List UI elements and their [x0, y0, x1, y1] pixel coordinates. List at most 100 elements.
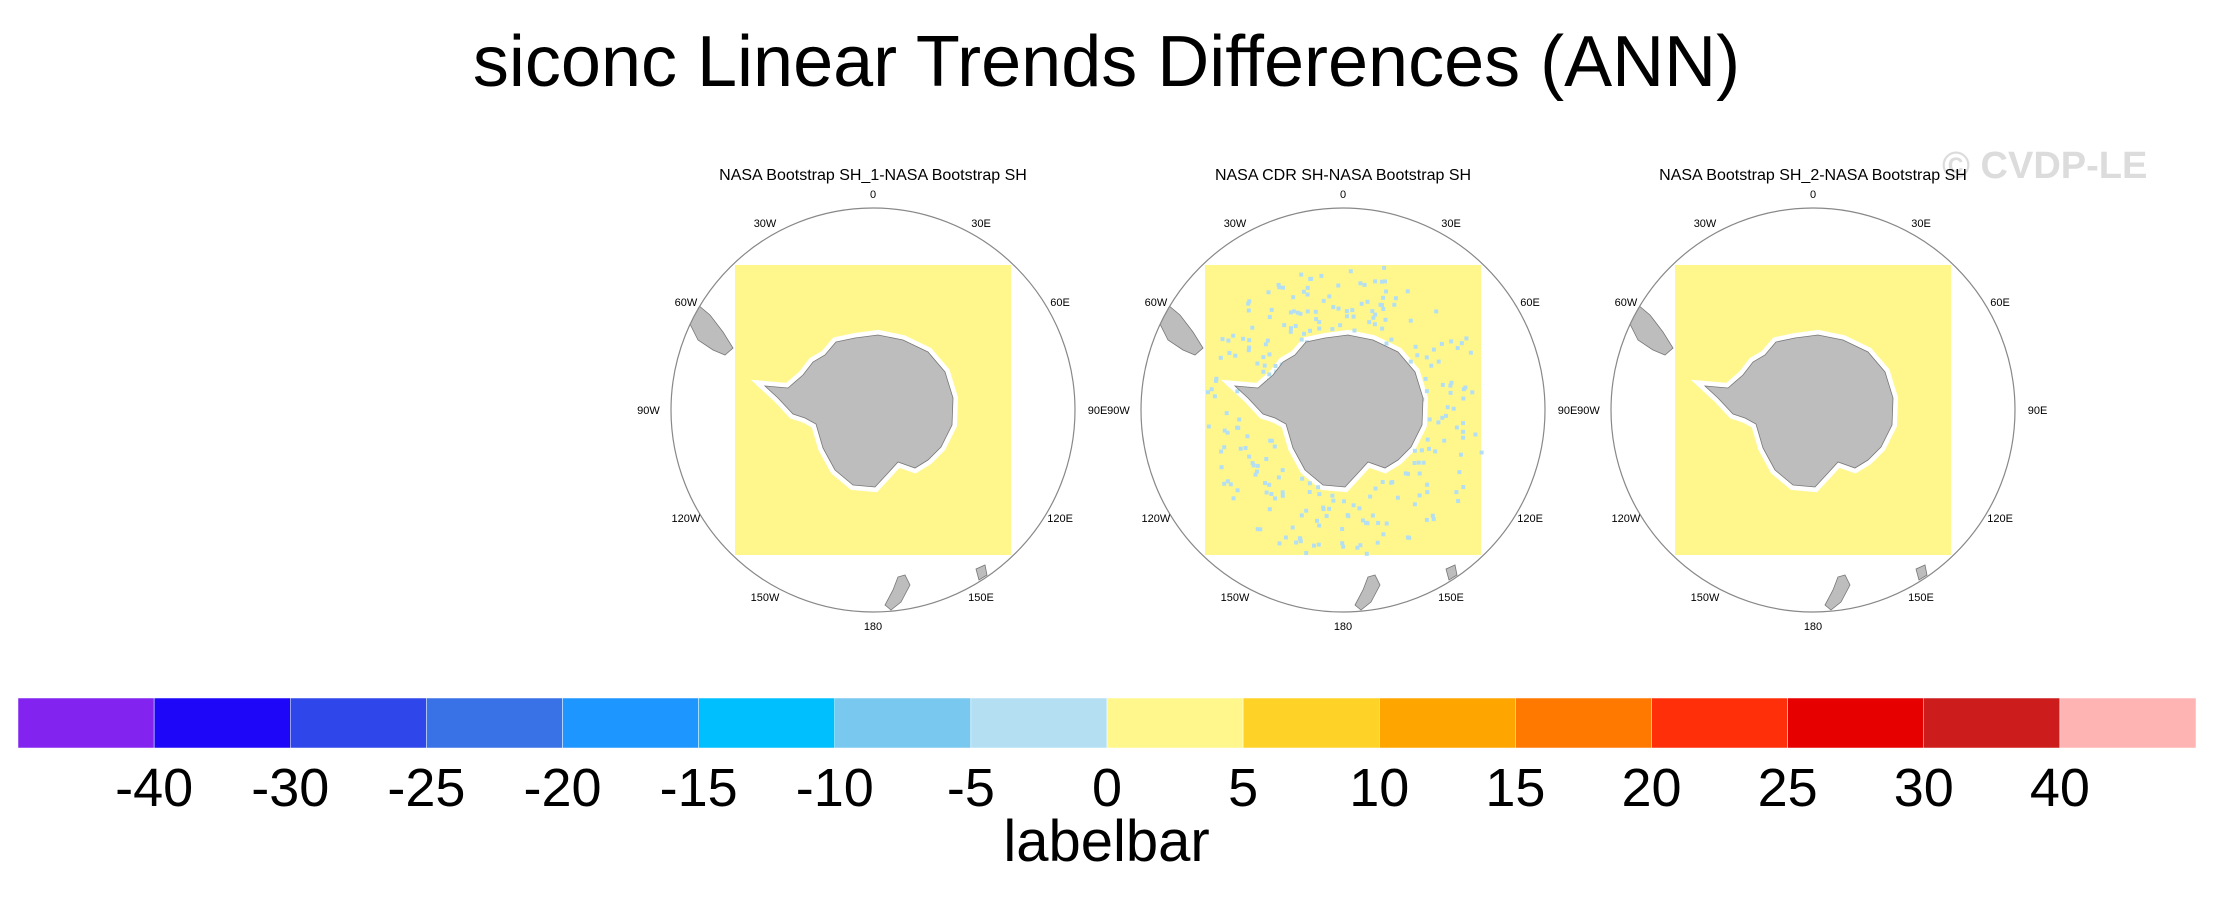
trend-cell: [1407, 535, 1412, 540]
trend-cell: [1433, 449, 1438, 454]
trend-cell: [1301, 289, 1306, 294]
trend-cell: [1368, 494, 1373, 499]
trend-cell: [1231, 496, 1236, 501]
trend-cell: [1455, 346, 1460, 350]
trend-cell: [1267, 352, 1272, 357]
trend-cell: [1277, 285, 1282, 290]
trend-cell: [1440, 382, 1445, 387]
colorbar-box: [1106, 697, 1244, 749]
tasmania-land: [1445, 564, 1458, 581]
trend-cell: [1307, 490, 1312, 494]
trend-cell: [1264, 490, 1269, 495]
colorbar-box: [426, 697, 563, 749]
trend-cell: [1219, 449, 1224, 454]
longitude-label: 60W: [675, 297, 698, 309]
colorbar-tick-label: -5: [947, 758, 995, 818]
trend-cell: [1317, 320, 1322, 325]
trend-cell: [1273, 364, 1278, 368]
trend-cell: [1365, 299, 1370, 304]
trend-cell: [1302, 331, 1306, 336]
trend-cell: [1298, 311, 1303, 316]
trend-cell: [1247, 338, 1252, 343]
trend-cell: [1247, 345, 1252, 350]
trend-cell: [1439, 341, 1444, 346]
trend-cell: [1434, 309, 1439, 314]
trend-cell: [1412, 461, 1417, 465]
trend-cell: [1373, 486, 1378, 491]
trend-cell: [1442, 438, 1447, 443]
trend-cell: [1253, 472, 1258, 477]
trend-cell: [1390, 480, 1395, 484]
trend-cell: [1281, 285, 1285, 290]
trend-cell: [1206, 390, 1210, 395]
trend-cell: [1235, 488, 1240, 493]
trend-cell: [1415, 353, 1420, 358]
trend-cell: [1461, 435, 1466, 440]
colorbar-box: [290, 697, 427, 749]
trend-cell: [1451, 406, 1456, 411]
trend-cell: [1427, 446, 1431, 451]
trend-cell: [1373, 279, 1378, 284]
trend-cell: [1313, 309, 1318, 314]
trend-cell: [1299, 513, 1304, 518]
trend-cell: [1228, 482, 1233, 487]
trend-cell: [1340, 527, 1345, 531]
colorbar-box: [1651, 697, 1788, 749]
trend-cell: [1324, 514, 1329, 518]
trend-cell: [1380, 279, 1384, 284]
map-panel: NASA Bootstrap SH_2-NASA Bootstrap SH 0 30…: [1577, 167, 2047, 633]
trend-cell: [1246, 301, 1251, 306]
colorbar: -40 -30 -25 -20 -15 -10 -5 0 5 10 15 20 25 30 40: [17, 697, 2197, 818]
trend-cell: [1237, 417, 1242, 422]
trend-cell: [1459, 452, 1463, 457]
trend-cell: [1468, 350, 1473, 355]
trend-cell: [1261, 369, 1266, 374]
trend-cell: [1436, 359, 1441, 364]
trend-cell: [1251, 463, 1256, 468]
trend-cell: [1459, 341, 1464, 346]
trend-cell: [1370, 513, 1375, 518]
trend-cell: [1461, 396, 1466, 401]
trend-cell: [1266, 290, 1271, 295]
trend-cell: [1330, 327, 1335, 332]
trend-cell: [1218, 355, 1223, 360]
longitude-label: 30W: [1224, 218, 1247, 230]
trend-cell: [1316, 542, 1321, 547]
longitude-label: 180: [864, 621, 882, 633]
longitude-label: 30E: [1911, 218, 1931, 230]
longitude-label: 150E: [968, 592, 994, 604]
longitude-label: 90W: [1107, 405, 1130, 417]
trend-cell: [1276, 282, 1281, 287]
colorbar-box: [1379, 697, 1516, 749]
trend-cell: [1269, 438, 1274, 443]
new-zealand-land: [1824, 574, 1851, 611]
trend-cell: [1479, 450, 1484, 455]
trend-cell: [1246, 308, 1251, 313]
trend-cell: [1307, 481, 1312, 486]
trend-cell: [1247, 454, 1252, 459]
longitude-label: 150W: [1221, 592, 1250, 604]
trend-cell: [1282, 323, 1287, 328]
map-boundary: [1140, 207, 1546, 613]
trend-cell: [1342, 499, 1346, 504]
trend-cell: [1209, 387, 1214, 392]
trend-cell: [1288, 329, 1293, 334]
colorbar-tick-label: 40: [2030, 758, 2090, 818]
trend-cell: [1255, 527, 1260, 532]
trend-cell: [1461, 421, 1466, 426]
trend-cell: [1233, 353, 1238, 358]
trend-cell: [1280, 490, 1285, 495]
longitude-label: 150W: [1691, 592, 1720, 604]
trend-cell: [1340, 541, 1345, 546]
trend-cell: [1277, 541, 1282, 546]
trend-cell: [1408, 318, 1413, 323]
trend-cell: [1305, 292, 1310, 297]
trend-cell: [1321, 298, 1326, 303]
trend-cell: [1431, 347, 1436, 352]
trend-cell: [1214, 378, 1218, 383]
trend-cell: [1283, 535, 1288, 540]
antarctica-land: [1233, 334, 1424, 488]
longitude-label: 180: [1804, 621, 1822, 633]
trend-cell: [1222, 428, 1227, 433]
